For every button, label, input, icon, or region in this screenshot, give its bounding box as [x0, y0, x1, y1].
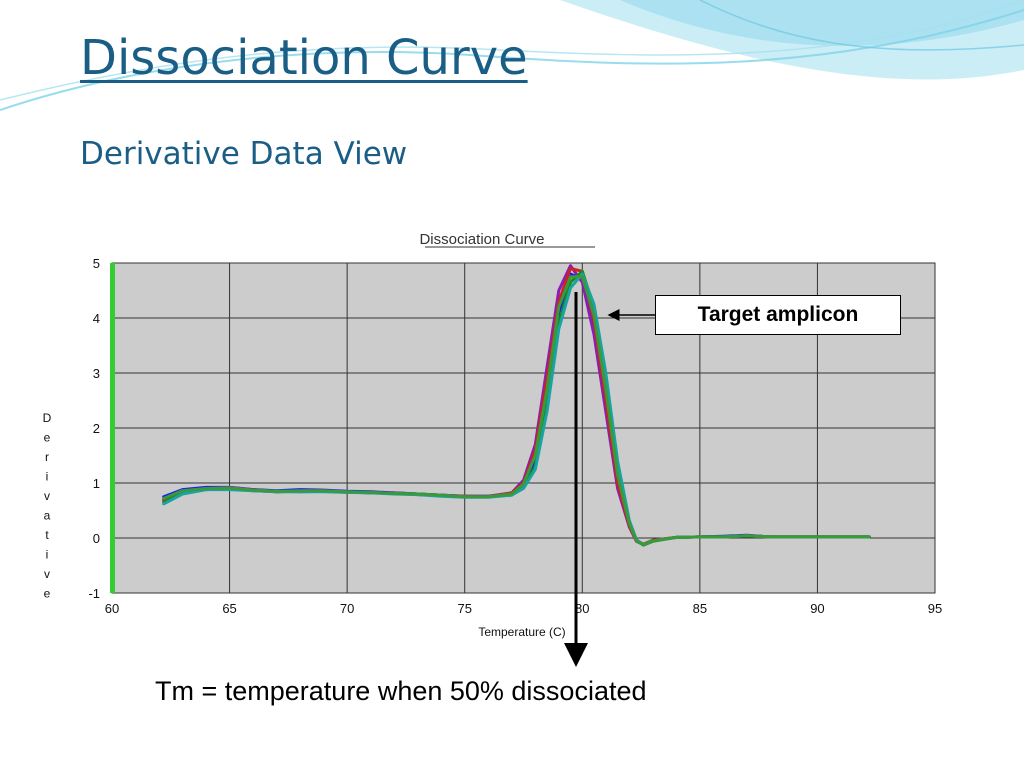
y-tick-label: 4 — [93, 311, 100, 326]
y-axis-label-letter: r — [45, 450, 49, 464]
x-tick-label: 75 — [457, 601, 471, 616]
dissociation-curve-chart: Dissociation Curve 60 65 70 75 80 85 90 95 5 4 3 2 1… — [43, 231, 943, 639]
y-axis-label-letter: i — [46, 548, 49, 562]
series-line-6 — [162, 275, 871, 547]
slide-title: Dissociation Curve — [80, 30, 528, 86]
y-axis-label-letter: v — [44, 489, 50, 503]
series-layer — [162, 264, 871, 547]
y-axis-label: Derivative — [43, 411, 52, 601]
y-tick-label: 3 — [93, 366, 100, 381]
x-axis-label: Temperature (C) — [478, 625, 565, 639]
y-axis-label-letter: t — [45, 528, 49, 542]
y-axis-label-letter: D — [43, 411, 52, 425]
slide-subtitle: Derivative Data View — [80, 136, 408, 172]
y-axis-label-letter: e — [44, 587, 51, 601]
y-tick-label: 0 — [93, 531, 100, 546]
chart-title: Dissociation Curve — [419, 231, 544, 248]
target-amplicon-callout: Target amplicon — [655, 295, 901, 335]
tm-caption: Tm = temperature when 50% dissociated — [155, 676, 647, 706]
y-tick-label: -1 — [88, 586, 100, 601]
x-tick-label: 70 — [340, 601, 354, 616]
x-tick-label: 85 — [693, 601, 707, 616]
y-axis-label-letter: i — [46, 470, 49, 484]
accent-bar — [110, 263, 115, 593]
x-tick-label: 95 — [928, 601, 942, 616]
y-axis-label-letter: v — [44, 567, 50, 581]
x-tick-label: 60 — [105, 601, 119, 616]
y-axis-label-letter: e — [44, 431, 51, 445]
y-tick-label: 2 — [93, 421, 100, 436]
y-tick-label: 5 — [93, 256, 100, 271]
tick-labels: 60 65 70 75 80 85 90 95 5 4 3 2 1 0 -1 — [88, 256, 942, 616]
header-wave-decoration — [0, 0, 1024, 111]
y-tick-label: 1 — [93, 476, 100, 491]
x-tick-label: 65 — [222, 601, 236, 616]
x-tick-label: 80 — [575, 601, 589, 616]
x-tick-label: 90 — [810, 601, 824, 616]
y-axis-label-letter: a — [44, 509, 51, 523]
chart-panel: Dissociation Curve 60 65 70 75 80 85 90 95 5 4 3 2 1… — [40, 226, 984, 640]
